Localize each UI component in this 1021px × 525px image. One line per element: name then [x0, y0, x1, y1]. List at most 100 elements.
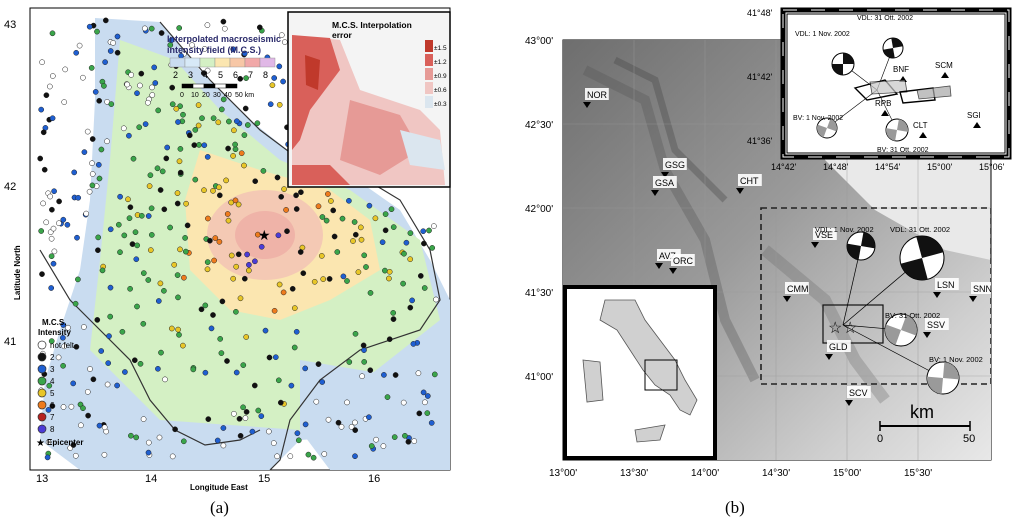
macroseismic-point: [380, 443, 387, 449]
field-class-label: 7: [248, 70, 253, 80]
macroseismic-point: [149, 92, 156, 98]
station-label: GSG: [665, 160, 685, 170]
macroseismic-point: [62, 66, 69, 73]
macroseismic-point: [291, 344, 298, 351]
macroseismic-point: [175, 119, 181, 125]
macroseismic-point: [198, 306, 205, 313]
macroseismic-point: [142, 121, 149, 127]
macroseismic-point: [132, 229, 139, 236]
macroseismic-point: [96, 97, 103, 104]
macroseismic-point: [235, 201, 242, 208]
macroseismic-point: [92, 89, 99, 95]
macroseismic-point: [146, 183, 153, 189]
scalebar-unit: km: [910, 402, 934, 422]
macroseismic-point: [228, 252, 235, 259]
macroseismic-point: [98, 348, 105, 354]
mechanism-label: VDL: 31 Ott. 2002: [890, 225, 950, 234]
macroseismic-point: [202, 302, 209, 309]
macroseismic-point: [131, 357, 138, 364]
macroseismic-point: [276, 63, 283, 70]
macroseismic-point: [39, 271, 45, 277]
mcs-class-label: 7: [50, 413, 55, 422]
macroseismic-point: [293, 206, 300, 212]
macroseismic-point: [215, 119, 222, 126]
macroseismic-point: [382, 267, 388, 274]
macroseismic-point: [297, 249, 304, 255]
macroseismic-point: [242, 415, 249, 421]
inset-lat-tick: 41°42': [747, 72, 773, 82]
macroseismic-point: [352, 419, 358, 426]
mechanism-label: VDL: 1 Nov. 2002: [815, 225, 874, 234]
macroseismic-point: [204, 259, 211, 265]
macroseismic-point: [201, 142, 208, 149]
mcs-legend-title-2: Intensity: [38, 328, 71, 337]
macroseismic-point: [119, 328, 126, 335]
macroseismic-point: [55, 354, 62, 361]
station-triangle-icon: [661, 172, 669, 178]
macroseismic-point: [157, 187, 164, 193]
macroseismic-point: [158, 349, 164, 356]
macroseismic-point: [73, 343, 80, 350]
macroseismic-point: [421, 285, 428, 291]
macroseismic-point: [45, 407, 52, 413]
macroseismic-point: [192, 176, 199, 183]
macroseismic-point: [94, 317, 101, 323]
mcs-class-label: 8: [50, 425, 55, 434]
macroseismic-point: [319, 379, 326, 385]
panel-a-intensity-map: ★ 43 42 41 13 14 15 16 Longitude East La…: [0, 0, 455, 492]
macroseismic-point: [43, 92, 50, 99]
macroseismic-point: [164, 144, 171, 151]
macroseismic-point: [240, 404, 246, 411]
macroseismic-point: [169, 101, 176, 108]
macroseismic-point: [38, 228, 45, 234]
macroseismic-point: [174, 272, 181, 278]
macroseismic-point: [48, 285, 55, 291]
macroseismic-point: [267, 101, 274, 108]
macroseismic-point: [122, 369, 128, 375]
macroseismic-point: [424, 393, 431, 399]
macroseismic-point: [145, 213, 152, 219]
macroseismic-point: [184, 222, 191, 229]
macroseismic-point: [117, 193, 123, 200]
macroseismic-point: [104, 381, 111, 388]
field-class-label: 6: [233, 70, 238, 80]
macroseismic-point: [210, 115, 217, 122]
focal-mechanism: BV: 31 Ott. 2002: [842, 311, 940, 347]
macroseismic-point: [94, 28, 100, 35]
macroseismic-point: [411, 438, 418, 444]
macroseismic-point: [386, 275, 392, 282]
macroseismic-point: [117, 249, 123, 256]
inset-lon-tick: 15°06': [979, 162, 1005, 172]
macroseismic-point: [49, 206, 55, 213]
macroseismic-point: [360, 342, 367, 349]
macroseismic-point: [192, 127, 199, 133]
macroseismic-point: [173, 105, 180, 112]
macroseismic-point: [382, 211, 389, 217]
lon-tick-b: 13°00': [549, 468, 577, 479]
station-triangle-icon: [655, 263, 663, 269]
macroseismic-point: [230, 275, 237, 282]
macroseismic-point: [318, 253, 325, 259]
macroseismic-point: [39, 59, 45, 66]
macroseismic-point: [237, 432, 244, 439]
macroseismic-point: [216, 184, 222, 191]
inset-station-triangle-icon: [973, 122, 981, 128]
panel-b-station-map: ☆ ☆ NORGSGGSACHTAVZORCVSECMMLSNSNNSSVGLD…: [525, 0, 1021, 492]
macroseismic-point: [90, 376, 97, 383]
macroseismic-point: [244, 122, 251, 128]
macroseismic-point: [202, 369, 209, 376]
macroseismic-point: [258, 413, 265, 419]
macroseismic-point: [281, 186, 287, 192]
macroseismic-point: [295, 437, 302, 444]
macroseismic-point: [238, 150, 245, 157]
macroseismic-point: [50, 260, 57, 267]
macroseismic-point: [180, 342, 186, 349]
lat-tick-b: 41°30': [525, 288, 553, 299]
macroseismic-point: [124, 81, 131, 88]
macroseismic-point: [381, 372, 387, 378]
macroseismic-point: [43, 219, 50, 226]
inset-mechanism-label: BV: 1 Nov. 2002: [793, 115, 843, 122]
macroseismic-point: [361, 347, 367, 353]
macroseismic-point: [191, 142, 198, 148]
macroseismic-point: [293, 328, 300, 335]
